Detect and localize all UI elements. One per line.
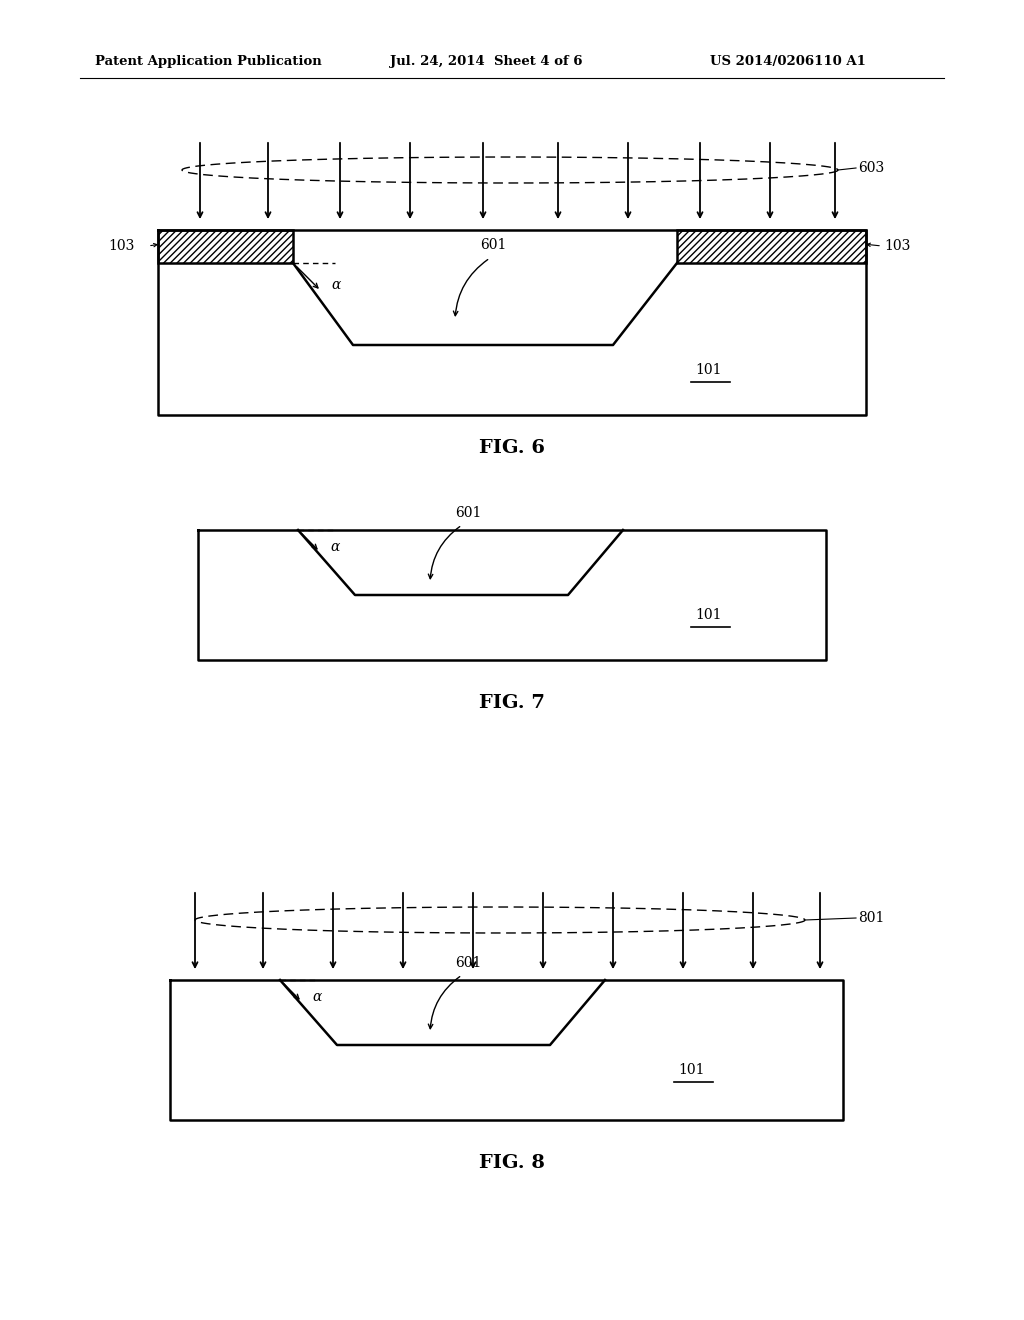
Text: 103: 103 xyxy=(109,239,135,253)
Text: 101: 101 xyxy=(678,1063,705,1077)
Text: Patent Application Publication: Patent Application Publication xyxy=(95,55,322,69)
Text: 101: 101 xyxy=(695,609,722,622)
Text: US 2014/0206110 A1: US 2014/0206110 A1 xyxy=(710,55,866,69)
Polygon shape xyxy=(677,230,866,263)
Text: 801: 801 xyxy=(858,911,885,925)
Text: FIG. 7: FIG. 7 xyxy=(479,694,545,711)
Text: α: α xyxy=(330,540,339,554)
Text: 603: 603 xyxy=(858,161,885,176)
Text: Jul. 24, 2014  Sheet 4 of 6: Jul. 24, 2014 Sheet 4 of 6 xyxy=(390,55,583,69)
Polygon shape xyxy=(158,230,293,263)
Text: 101: 101 xyxy=(695,363,722,378)
Text: α: α xyxy=(331,279,340,292)
Text: 601: 601 xyxy=(455,956,481,970)
Text: FIG. 6: FIG. 6 xyxy=(479,440,545,457)
Text: 103: 103 xyxy=(884,239,910,253)
Text: FIG. 8: FIG. 8 xyxy=(479,1154,545,1172)
Text: 601: 601 xyxy=(455,506,481,520)
Text: α: α xyxy=(312,990,322,1005)
Text: 601: 601 xyxy=(480,238,507,252)
